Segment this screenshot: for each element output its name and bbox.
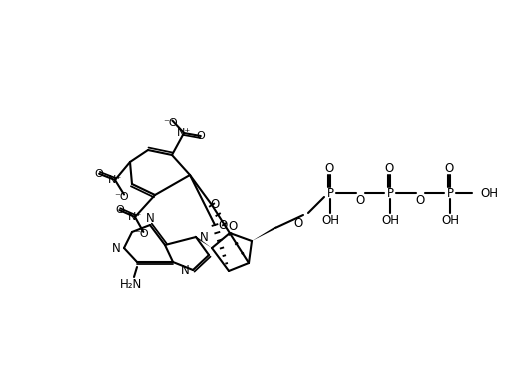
Text: P: P — [446, 186, 454, 199]
Text: O: O — [444, 161, 454, 174]
Text: N⁺: N⁺ — [108, 175, 122, 185]
Text: P: P — [386, 186, 393, 199]
Text: ⁻O: ⁻O — [134, 229, 149, 239]
Text: O: O — [384, 161, 394, 174]
Text: O: O — [95, 169, 103, 179]
Text: N⁺: N⁺ — [177, 128, 191, 138]
Text: OH: OH — [321, 214, 339, 227]
Text: N: N — [112, 241, 120, 254]
Text: ⁻O: ⁻O — [163, 118, 178, 128]
Text: OH: OH — [480, 186, 498, 199]
Polygon shape — [195, 235, 212, 248]
Text: O: O — [218, 218, 227, 231]
Text: O: O — [294, 217, 303, 230]
Text: O: O — [324, 161, 333, 174]
Text: O: O — [115, 205, 124, 215]
Text: ⁻O: ⁻O — [114, 192, 129, 202]
Text: N: N — [146, 212, 154, 224]
Polygon shape — [252, 226, 276, 241]
Text: H₂N: H₂N — [120, 278, 142, 291]
Text: O: O — [197, 131, 205, 141]
Text: O: O — [228, 219, 237, 232]
Text: P: P — [326, 186, 333, 199]
Text: N: N — [200, 231, 208, 244]
Text: O: O — [210, 198, 219, 211]
Text: OH: OH — [441, 214, 459, 227]
Text: O: O — [416, 193, 425, 206]
Text: N⁺: N⁺ — [128, 212, 142, 222]
Text: N: N — [181, 264, 189, 278]
Text: OH: OH — [381, 214, 399, 227]
Text: O: O — [356, 193, 365, 206]
